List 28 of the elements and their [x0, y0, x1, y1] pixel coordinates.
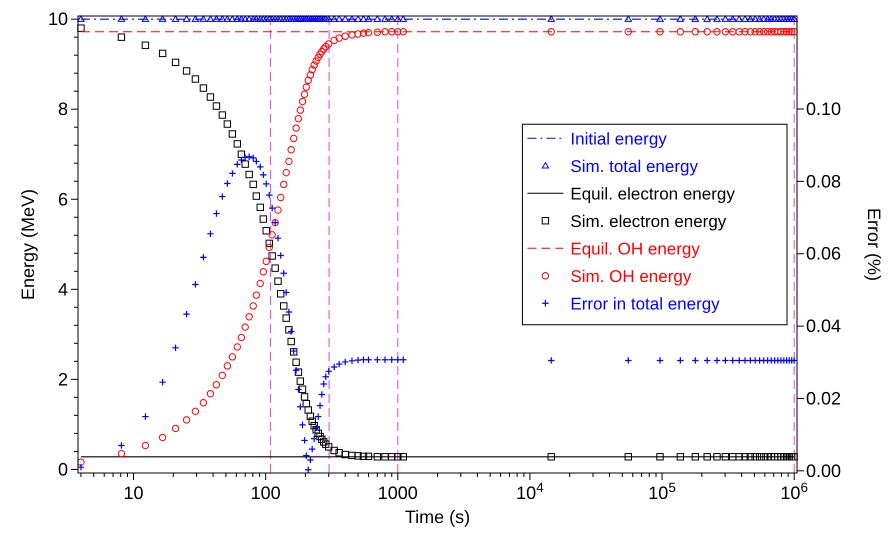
y2-tick-label: 0.06: [806, 244, 842, 264]
y2-axis-title: Error (%): [864, 208, 884, 281]
x-tick-label: 100: [250, 483, 281, 503]
y2-tick-label: 0.08: [806, 171, 842, 192]
y-tick-label: 2: [58, 369, 68, 390]
x-tick-label: 10$^{5}$: [648, 480, 676, 503]
y-tick-label: 4: [58, 279, 68, 300]
x-tick-label: 10$^{6}$: [780, 480, 808, 503]
y2-tick-label: 0.10: [806, 98, 842, 119]
x-tick-label: 10$^{4}$: [516, 480, 544, 503]
x-tick-label: 1000: [378, 483, 418, 503]
y2-tick-label: 0.04: [806, 316, 842, 336]
legend-label: Error in total energy: [570, 294, 720, 314]
y-tick-label: 6: [58, 189, 68, 210]
legend-label: Initial energy: [570, 129, 668, 148]
legend-label: Equil. OH energy: [570, 239, 700, 258]
legend-label: Sim. total energy: [570, 156, 698, 176]
y-tick-label: 0: [58, 459, 68, 480]
y-tick-label: 10: [48, 9, 68, 30]
x-axis-title: Time (s): [404, 507, 470, 527]
legend-label: Sim. electron energy: [570, 212, 727, 231]
y2-tick-label: 0.00: [806, 460, 842, 481]
y-tick-label: 8: [58, 99, 68, 120]
y2-tick-label: 0.02: [806, 388, 842, 408]
legend-label: Equil. electron energy: [570, 184, 736, 204]
y-axis-title: Energy (MeV): [18, 188, 38, 300]
x-tick-label: 10: [124, 483, 144, 503]
legend-label: Sim. OH energy: [570, 266, 692, 286]
